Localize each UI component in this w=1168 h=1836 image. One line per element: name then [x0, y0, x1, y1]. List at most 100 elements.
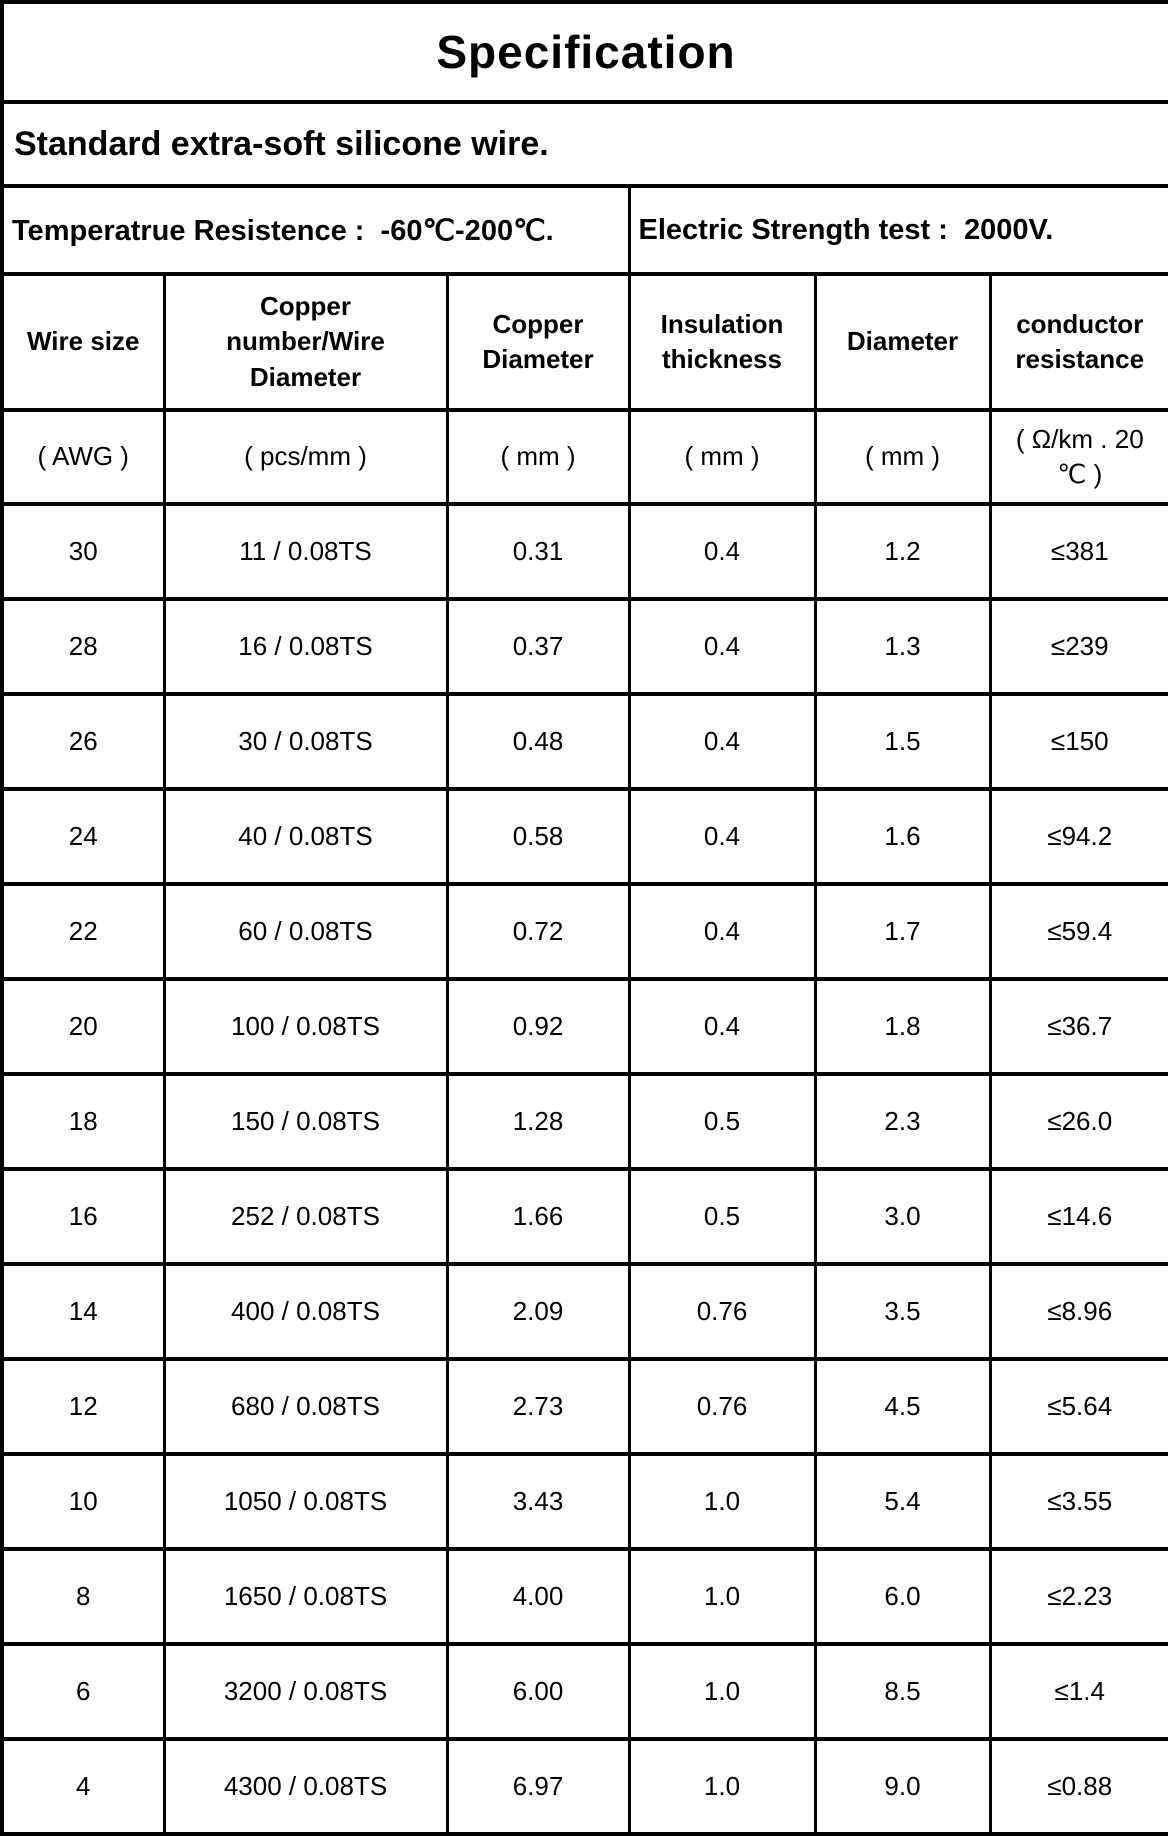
cell-copper-diameter: 6.00	[445, 1642, 631, 1741]
cell-conductor-resistance: ≤5.64	[988, 1357, 1168, 1456]
cell-insulation-thickness: 0.4	[627, 692, 817, 791]
cell-conductor-resistance: ≤239	[988, 597, 1168, 696]
table-row: 16 252 / 0.08TS 1.66 0.5 3.0 ≤14.6	[0, 1167, 1168, 1266]
cell-diameter: 4.5	[813, 1357, 992, 1456]
table-row: 10 1050 / 0.08TS 3.43 1.0 5.4 ≤3.55	[0, 1452, 1168, 1551]
cell-copper-diameter: 6.97	[445, 1737, 631, 1836]
units-row: ( AWG ) ( pcs/mm ) ( mm ) ( mm ) ( mm ) …	[0, 408, 1168, 506]
cell-insulation-thickness: 1.0	[627, 1452, 817, 1551]
table-row: 26 30 / 0.08TS 0.48 0.4 1.5 ≤150	[0, 692, 1168, 791]
cell-insulation-thickness: 0.5	[627, 1072, 817, 1171]
cell-conductor-resistance: ≤1.4	[988, 1642, 1168, 1741]
cell-copper-number: 1650 / 0.08TS	[162, 1547, 449, 1646]
cell-copper-number: 400 / 0.08TS	[162, 1262, 449, 1361]
cell-diameter: 1.7	[813, 882, 992, 981]
properties-row: Temperatrue Resistence : -60℃-200℃. Elec…	[0, 184, 1168, 276]
subtitle-row: Standard extra-soft silicone wire.	[0, 100, 1168, 188]
cell-copper-number: 40 / 0.08TS	[162, 787, 449, 886]
unit-conductor-resistance: ( Ω/km . 20 ℃ )	[988, 408, 1168, 506]
table-row: 14 400 / 0.08TS 2.09 0.76 3.5 ≤8.96	[0, 1262, 1168, 1361]
title-row: Specification	[0, 0, 1168, 104]
cell-wire-size: 24	[0, 787, 166, 886]
cell-copper-number: 16 / 0.08TS	[162, 597, 449, 696]
cell-conductor-resistance: ≤8.96	[988, 1262, 1168, 1361]
table-row: 12 680 / 0.08TS 2.73 0.76 4.5 ≤5.64	[0, 1357, 1168, 1456]
unit-wire-size: ( AWG )	[0, 408, 166, 506]
cell-copper-diameter: 0.72	[445, 882, 631, 981]
table-row: 22 60 / 0.08TS 0.72 0.4 1.7 ≤59.4	[0, 882, 1168, 981]
cell-insulation-thickness: 1.0	[627, 1737, 817, 1836]
cell-copper-number: 150 / 0.08TS	[162, 1072, 449, 1171]
electric-strength-value: Electric Strength test : 2000V.	[627, 184, 1168, 276]
cell-diameter: 1.6	[813, 787, 992, 886]
cell-wire-size: 14	[0, 1262, 166, 1361]
cell-diameter: 6.0	[813, 1547, 992, 1646]
cell-insulation-thickness: 0.4	[627, 502, 817, 601]
cell-wire-size: 6	[0, 1642, 166, 1741]
cell-conductor-resistance: ≤150	[988, 692, 1168, 791]
unit-copper-number: ( pcs/mm )	[162, 408, 449, 506]
cell-insulation-thickness: 0.76	[627, 1262, 817, 1361]
cell-insulation-thickness: 0.4	[627, 977, 817, 1076]
cell-insulation-thickness: 0.76	[627, 1357, 817, 1456]
col-header-wire-size: Wire size	[0, 272, 166, 412]
cell-conductor-resistance: ≤94.2	[988, 787, 1168, 886]
table-row: 24 40 / 0.08TS 0.58 0.4 1.6 ≤94.2	[0, 787, 1168, 886]
unit-copper-diameter: ( mm )	[445, 408, 631, 506]
cell-diameter: 1.8	[813, 977, 992, 1076]
cell-insulation-thickness: 1.0	[627, 1642, 817, 1741]
cell-wire-size: 28	[0, 597, 166, 696]
cell-insulation-thickness: 0.4	[627, 882, 817, 981]
cell-conductor-resistance: ≤3.55	[988, 1452, 1168, 1551]
cell-diameter: 9.0	[813, 1737, 992, 1836]
cell-copper-diameter: 2.09	[445, 1262, 631, 1361]
page-title: Specification	[0, 0, 1168, 104]
cell-insulation-thickness: 0.4	[627, 787, 817, 886]
cell-conductor-resistance: ≤2.23	[988, 1547, 1168, 1646]
cell-copper-diameter: 0.48	[445, 692, 631, 791]
cell-copper-number: 11 / 0.08TS	[162, 502, 449, 601]
cell-copper-diameter: 0.37	[445, 597, 631, 696]
cell-copper-diameter: 0.31	[445, 502, 631, 601]
col-header-conductor-resistance: conductor resistance	[988, 272, 1168, 412]
cell-diameter: 3.5	[813, 1262, 992, 1361]
cell-copper-number: 30 / 0.08TS	[162, 692, 449, 791]
cell-copper-number: 3200 / 0.08TS	[162, 1642, 449, 1741]
cell-copper-number: 252 / 0.08TS	[162, 1167, 449, 1266]
cell-conductor-resistance: ≤59.4	[988, 882, 1168, 981]
col-header-copper-diameter: Copper Diameter	[445, 272, 631, 412]
table-row: 20 100 / 0.08TS 0.92 0.4 1.8 ≤36.7	[0, 977, 1168, 1076]
cell-wire-size: 20	[0, 977, 166, 1076]
cell-copper-number: 4300 / 0.08TS	[162, 1737, 449, 1836]
cell-diameter: 1.5	[813, 692, 992, 791]
cell-insulation-thickness: 0.5	[627, 1167, 817, 1266]
cell-copper-number: 1050 / 0.08TS	[162, 1452, 449, 1551]
cell-wire-size: 18	[0, 1072, 166, 1171]
cell-wire-size: 30	[0, 502, 166, 601]
cell-diameter: 1.3	[813, 597, 992, 696]
cell-copper-diameter: 1.66	[445, 1167, 631, 1266]
unit-diameter: ( mm )	[813, 408, 992, 506]
col-header-copper-number: Copper number/Wire Diameter	[162, 272, 449, 412]
cell-conductor-resistance: ≤0.88	[988, 1737, 1168, 1836]
col-header-diameter: Diameter	[813, 272, 992, 412]
cell-copper-diameter: 0.92	[445, 977, 631, 1076]
cell-copper-diameter: 0.58	[445, 787, 631, 886]
cell-diameter: 5.4	[813, 1452, 992, 1551]
cell-wire-size: 8	[0, 1547, 166, 1646]
cell-wire-size: 12	[0, 1357, 166, 1456]
product-description: Standard extra-soft silicone wire.	[0, 100, 1168, 188]
col-header-insulation-thickness: Insulation thickness	[627, 272, 817, 412]
cell-conductor-resistance: ≤26.0	[988, 1072, 1168, 1171]
cell-diameter: 1.2	[813, 502, 992, 601]
table-row: 30 11 / 0.08TS 0.31 0.4 1.2 ≤381	[0, 502, 1168, 601]
cell-wire-size: 16	[0, 1167, 166, 1266]
cell-diameter: 8.5	[813, 1642, 992, 1741]
cell-conductor-resistance: ≤381	[988, 502, 1168, 601]
cell-diameter: 3.0	[813, 1167, 992, 1266]
cell-copper-diameter: 4.00	[445, 1547, 631, 1646]
cell-copper-diameter: 3.43	[445, 1452, 631, 1551]
cell-wire-size: 4	[0, 1737, 166, 1836]
